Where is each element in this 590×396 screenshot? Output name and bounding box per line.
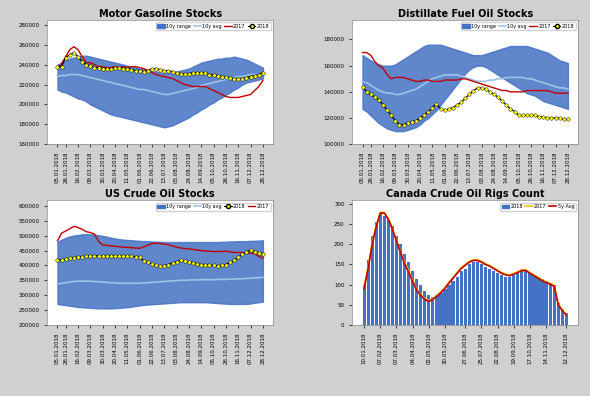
Bar [455,276,459,325]
Bar [464,268,467,325]
Bar [549,283,552,325]
Bar [540,278,543,325]
Bar [387,220,390,325]
Legend: 10y range, 10y avg, 2017, 2018: 10y range, 10y avg, 2017, 2018 [156,22,271,30]
Bar [379,214,382,325]
Bar [371,236,374,325]
Title: Canada Crude Oil Rigs Count: Canada Crude Oil Rigs Count [386,189,545,200]
Bar [520,270,523,325]
Bar [565,313,568,325]
Bar [399,244,402,325]
Bar [508,276,512,325]
Bar [500,274,503,325]
Bar [528,272,532,325]
Bar [403,255,406,325]
Bar [560,308,564,325]
Bar [525,270,527,325]
Bar [504,276,507,325]
Bar [435,295,438,325]
Bar [556,303,560,325]
Bar [362,285,366,325]
Bar [476,263,479,325]
Bar [516,272,519,325]
Bar [415,278,418,325]
Bar [444,289,447,325]
Bar [411,270,414,325]
Bar [496,272,499,325]
Bar [440,293,442,325]
Title: Motor Gasoline Stocks: Motor Gasoline Stocks [99,9,222,19]
Bar [471,263,475,325]
Legend: 10y range, 10y avg, 2018, 2017: 10y range, 10y avg, 2018, 2017 [156,203,271,211]
Bar [512,274,515,325]
Bar [383,216,386,325]
Bar [484,267,487,325]
Bar [536,276,540,325]
Title: US Crude Oil Stocks: US Crude Oil Stocks [106,189,215,200]
Bar [468,265,471,325]
Bar [447,285,451,325]
Bar [419,285,422,325]
Bar [451,280,455,325]
Bar [553,285,556,325]
Legend: 10y range, 10y avg, 2017, 2018: 10y range, 10y avg, 2017, 2018 [461,22,576,30]
Bar [532,274,536,325]
Bar [375,222,378,325]
Legend: 2018, 2017, 5y Avg: 2018, 2017, 5y Avg [500,203,576,211]
Bar [391,227,394,325]
Bar [407,263,410,325]
Title: Distillate Fuel Oil Stocks: Distillate Fuel Oil Stocks [398,9,533,19]
Bar [431,297,434,325]
Bar [427,295,431,325]
Bar [460,270,463,325]
Bar [545,280,548,325]
Bar [395,236,398,325]
Bar [488,268,491,325]
Bar [366,261,370,325]
Bar [492,270,495,325]
Bar [480,265,483,325]
Bar [423,291,427,325]
